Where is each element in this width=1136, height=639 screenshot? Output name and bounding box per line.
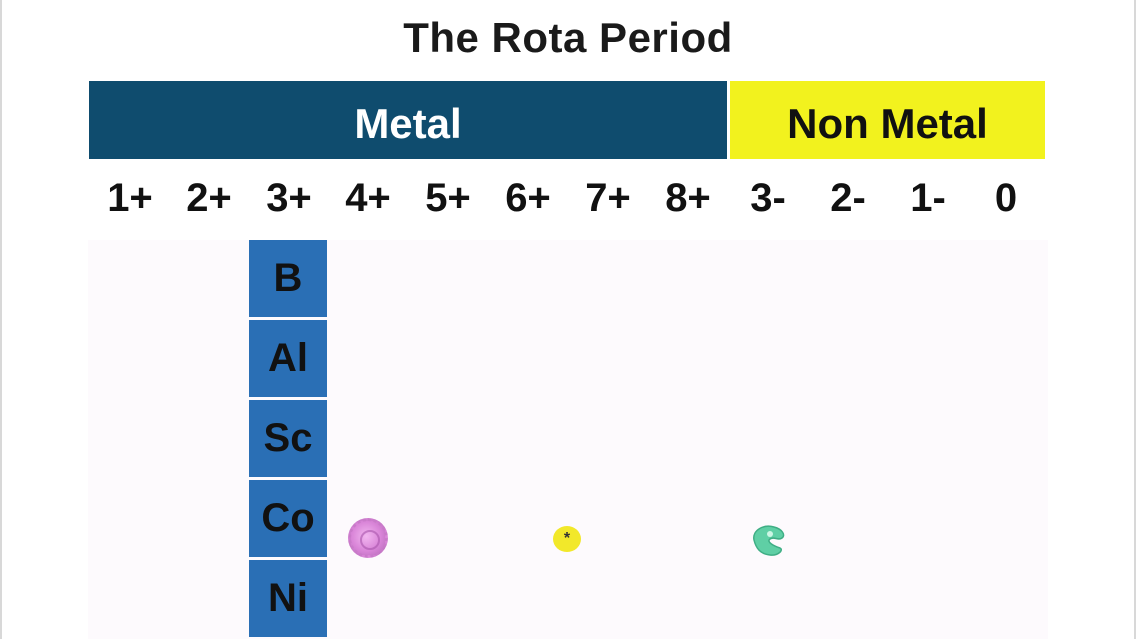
- element-cell-al[interactable]: Al: [249, 320, 327, 397]
- green-blob-icon: [753, 525, 785, 556]
- charge-label: 3+: [266, 176, 312, 220]
- charge-label: 1-: [910, 176, 946, 220]
- charge-label: 0: [994, 176, 1018, 220]
- element-cell-sc[interactable]: Sc: [249, 400, 327, 477]
- charge-label: 8+: [665, 176, 711, 220]
- virus-icon: [348, 518, 388, 558]
- charge-label: 2+: [186, 176, 232, 220]
- charge-label: 1+: [107, 176, 153, 220]
- group-3-plus-column: B Al Sc Co Ni: [249, 240, 327, 639]
- element-cell-ni[interactable]: Ni: [249, 560, 327, 637]
- charge-row: 1+ 2+ 3+ 4+ 5+ 6+ 7+ 8+ 3- 2- 1- 0: [0, 176, 1136, 226]
- charge-label: 6+: [505, 176, 551, 220]
- non-metal-band: Non Metal: [730, 81, 1045, 159]
- yellow-dot-mark: *: [563, 530, 571, 547]
- charge-label: 5+: [425, 176, 471, 220]
- yellow-dot-icon: *: [553, 526, 581, 552]
- metal-band: Metal: [89, 81, 727, 159]
- charge-label: 3-: [750, 176, 786, 220]
- charge-label: 2-: [830, 176, 866, 220]
- table-workspace: [88, 240, 1048, 639]
- charge-label: 4+: [345, 176, 391, 220]
- frame-right-edge: [1134, 0, 1136, 639]
- element-cell-co[interactable]: Co: [249, 480, 327, 557]
- element-cell-b[interactable]: B: [249, 240, 327, 317]
- frame-left-edge: [0, 0, 2, 639]
- charge-label: 7+: [585, 176, 631, 220]
- page-title: The Rota Period: [403, 14, 733, 61]
